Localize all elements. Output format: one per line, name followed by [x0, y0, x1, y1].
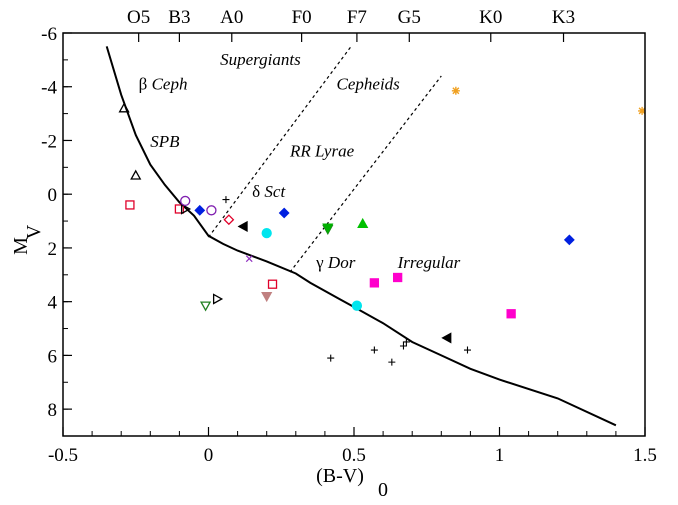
spectral-type-label: G5 — [398, 7, 421, 28]
data-point — [327, 354, 335, 362]
spectral-type-label: F0 — [292, 7, 312, 28]
spectral-type-label: F7 — [347, 7, 367, 28]
region-label: Cepheids — [337, 74, 401, 93]
data-point — [223, 214, 235, 226]
data-point — [392, 272, 403, 283]
data-point — [180, 203, 192, 215]
x-axis-title: (B-V) — [316, 465, 364, 487]
x-tick-label: 1.5 — [633, 445, 657, 466]
data-point — [174, 204, 185, 214]
plot-area: β Ceph SPB Supergiants Cepheids RR Lyrae δ Sc… — [105, 46, 645, 427]
y-tick-label: 2 — [48, 239, 58, 260]
plot-frame — [62, 32, 646, 437]
y-tick-label: 8 — [48, 400, 58, 421]
data-point — [261, 228, 272, 239]
data-point — [194, 204, 206, 216]
region-label: RR Lyrae — [289, 142, 355, 161]
region-label: Irregular — [397, 253, 461, 272]
data-point — [369, 278, 380, 288]
axis-ticks — [62, 32, 646, 437]
data-point — [125, 200, 135, 210]
data-point — [206, 205, 217, 216]
y-axis-title: M — [10, 237, 32, 255]
data-point — [322, 223, 334, 234]
y-tick-label: -4 — [41, 78, 57, 99]
data-point — [267, 279, 278, 289]
x-tick-label: -0.5 — [48, 445, 78, 466]
x-tick-label: 0.5 — [342, 445, 366, 466]
x-tick-label: 0 — [204, 445, 214, 466]
y-axis-title-subscript: V — [23, 224, 45, 239]
data-point — [563, 234, 575, 246]
data-point — [506, 309, 516, 319]
spectral-type-label: K3 — [552, 7, 575, 28]
data-point — [199, 301, 212, 312]
data-point — [399, 342, 407, 350]
data-point — [402, 338, 410, 346]
data-point — [388, 358, 396, 366]
x-tick-label: 1 — [495, 445, 505, 466]
y-tick-label: -2 — [41, 131, 57, 152]
main-sequence-line — [105, 46, 617, 427]
axis-labels: -0.5 0 0.5 1 1.5 -6 -4 -2 0 2 4 6 8 O5 B3 A0 F0 F7 G5 K0 K3 — [41, 7, 657, 466]
spectral-type-label: O5 — [127, 7, 150, 28]
spectral-type-label: K0 — [479, 7, 502, 28]
data-point — [212, 293, 224, 305]
data-point — [261, 292, 273, 303]
data-point — [118, 102, 130, 113]
data-point — [370, 346, 378, 354]
data-point — [463, 346, 471, 354]
y-tick-label: -6 — [41, 24, 57, 45]
region-label: Supergiants — [220, 50, 301, 69]
data-point — [278, 207, 290, 219]
region-label: δ Sct — [252, 182, 286, 201]
data-point — [180, 195, 191, 207]
data-point — [357, 217, 369, 229]
instability-strip-line — [289, 75, 442, 273]
x-axis-title-subscript: 0 — [378, 479, 388, 501]
data-point — [441, 332, 452, 344]
instability-strip-line — [208, 46, 352, 238]
region-label: β Ceph — [139, 74, 188, 93]
spectral-type-label: A0 — [220, 7, 243, 28]
data-point — [351, 300, 363, 311]
spectral-type-label: B3 — [168, 7, 190, 28]
y-tick-label: 0 — [48, 185, 58, 206]
data-point — [130, 169, 142, 180]
data-point — [638, 106, 645, 115]
y-tick-label: 4 — [48, 293, 58, 314]
data-point — [222, 196, 230, 204]
data-point — [237, 220, 248, 233]
data-point — [451, 86, 460, 95]
region-label: SPB — [150, 132, 180, 151]
data-point — [245, 255, 253, 263]
region-label: γ Dor — [315, 253, 356, 272]
y-tick-label: 6 — [48, 346, 58, 367]
